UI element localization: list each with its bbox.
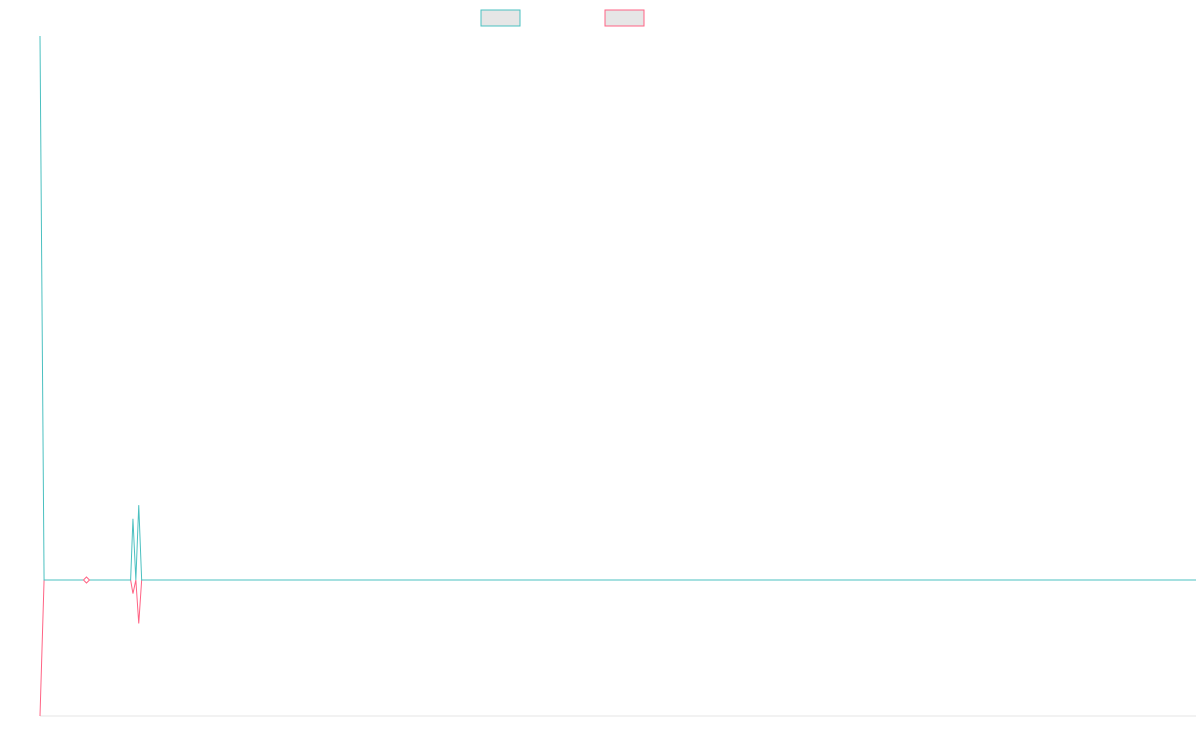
series-a-line	[39, 35, 1196, 581]
legend-swatch-series-a[interactable]	[480, 9, 521, 27]
data-point-marker[interactable]	[82, 576, 91, 584]
legend-swatch-series-b[interactable]	[604, 9, 645, 27]
legend[interactable]	[480, 9, 645, 27]
series-b-line	[39, 579, 1196, 717]
plot-area	[39, 35, 1196, 717]
